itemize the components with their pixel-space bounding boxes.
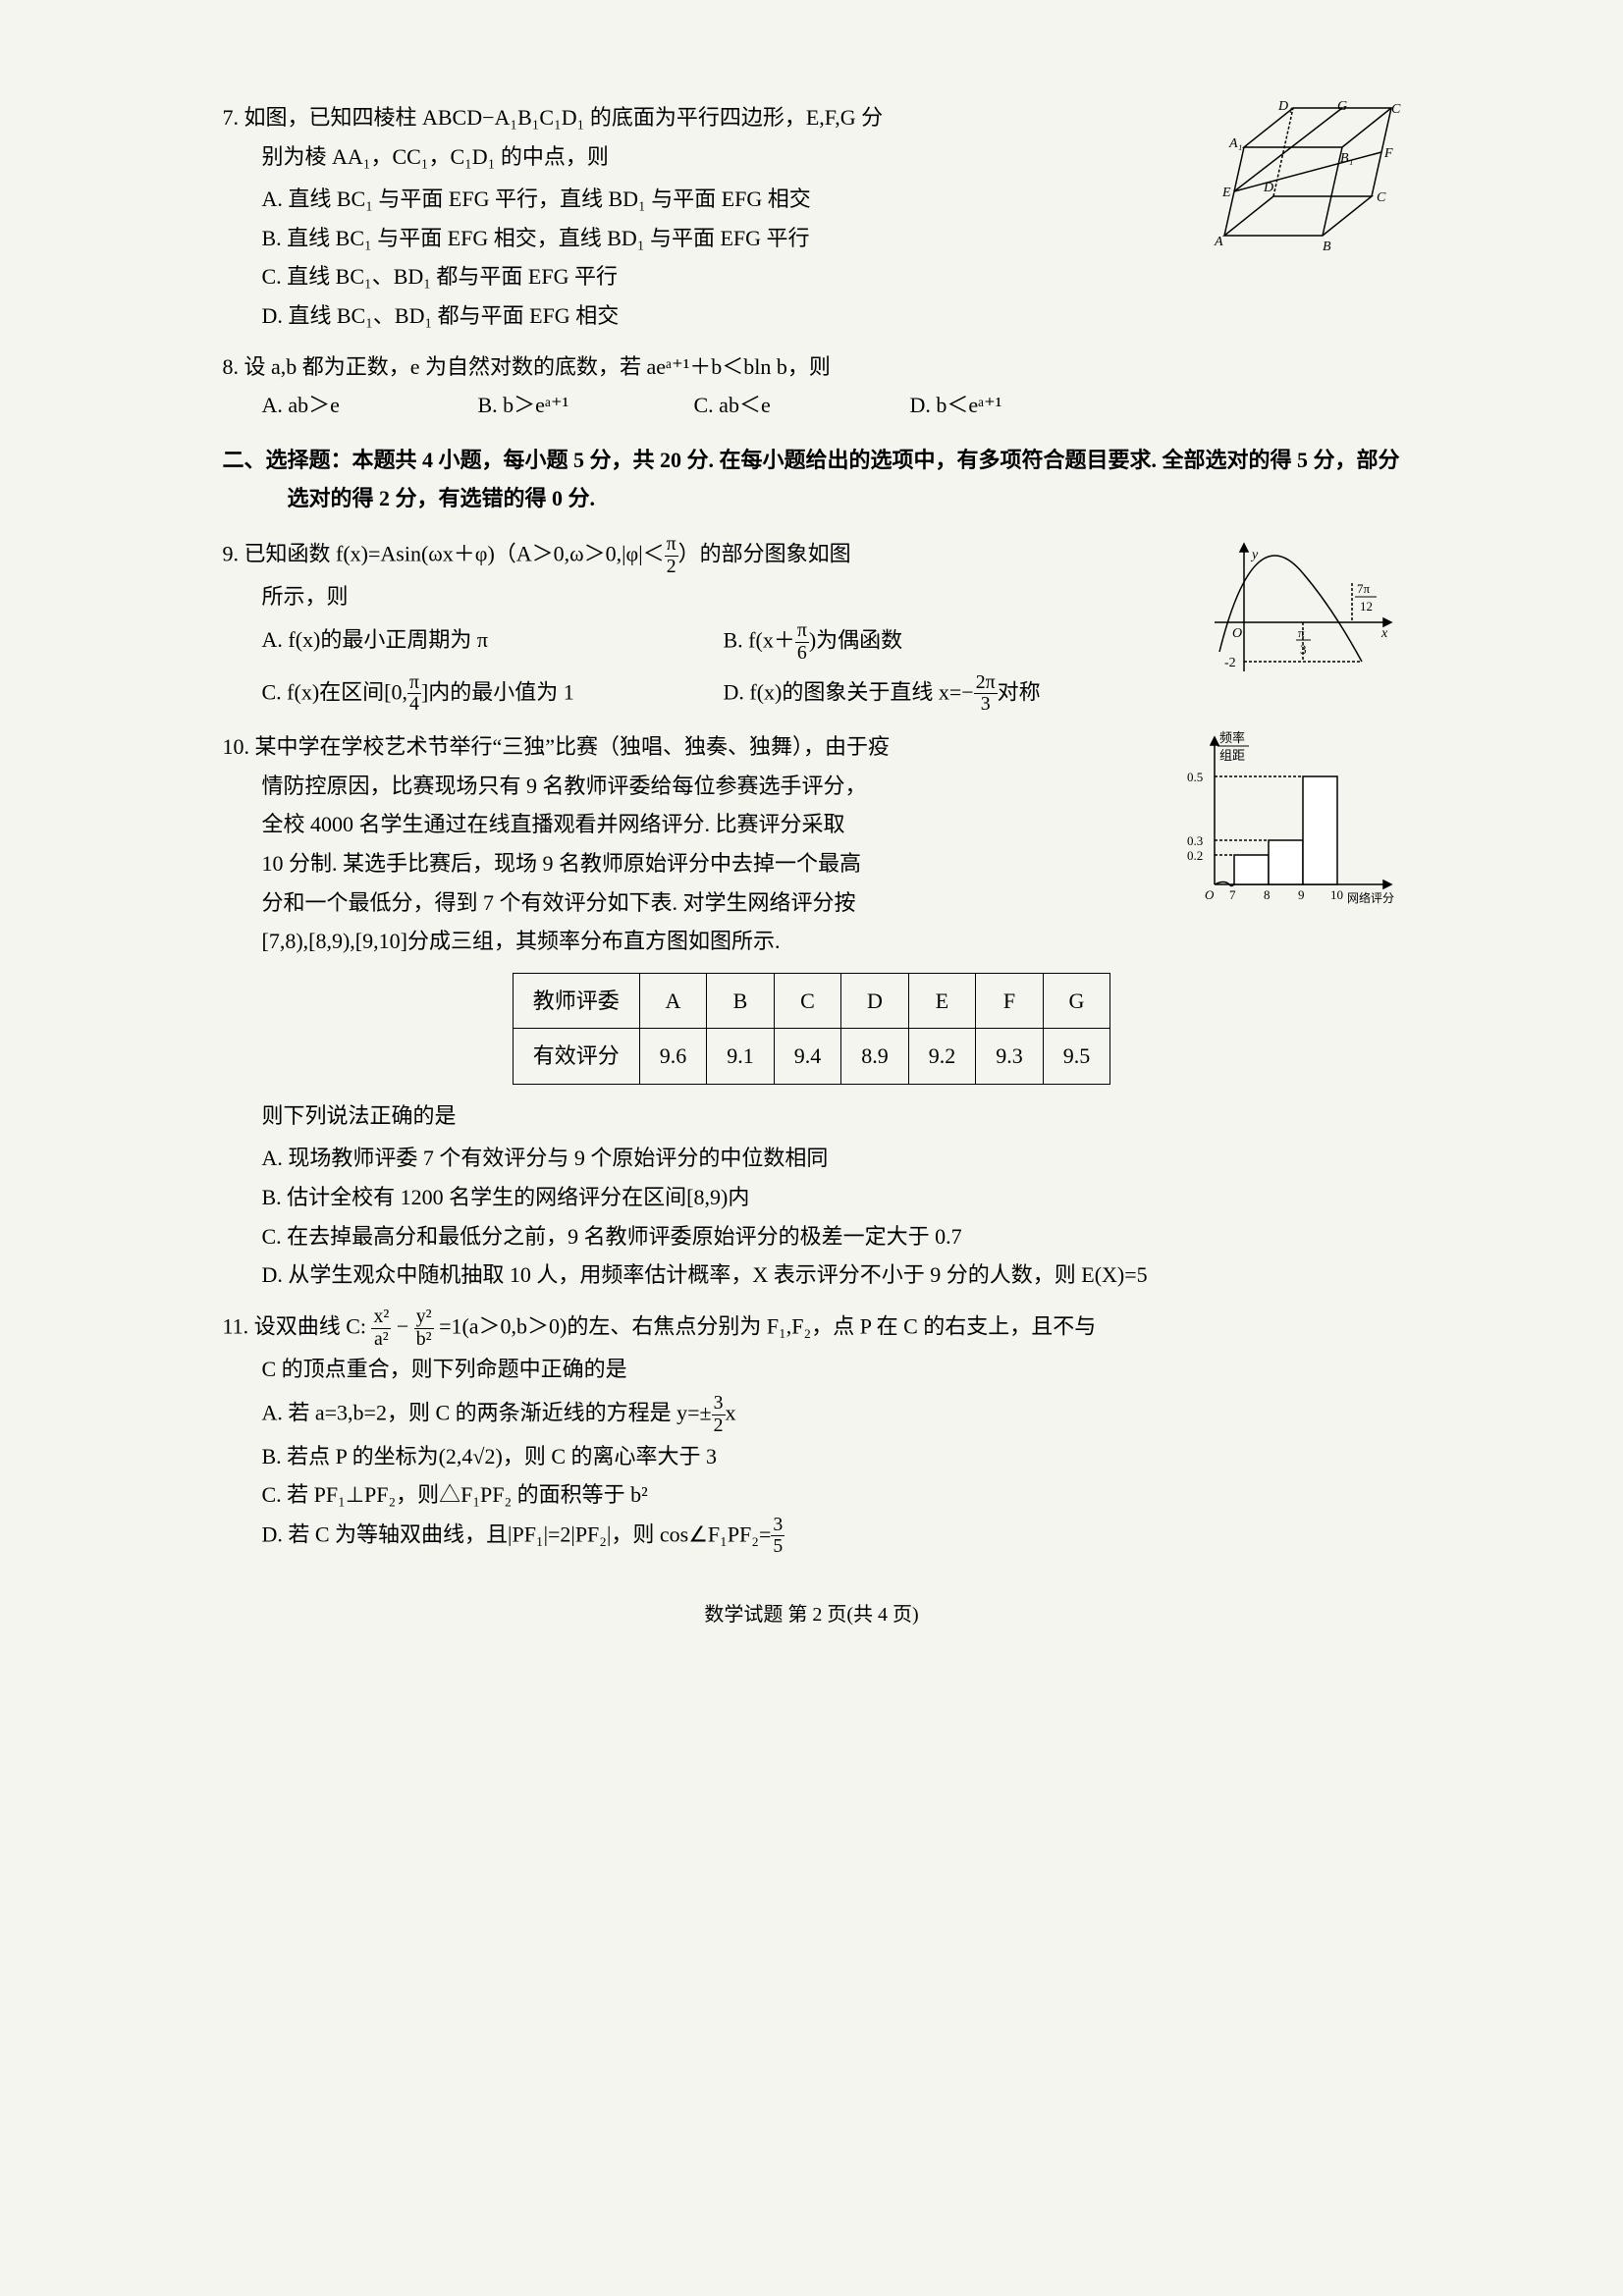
q10-number: 10. [223, 734, 250, 759]
question-11: 11. 设双曲线 C: x²a² − y²b² =1(a＞0,b＞0)的左、右焦… [223, 1307, 1401, 1558]
svg-text:A: A [1214, 235, 1223, 249]
q9-number: 9. [223, 541, 240, 565]
question-7: A B C D A₁ B₁ C₁ D₁ E F G 7. 如图，已知四棱柱 AB… [223, 98, 1401, 336]
svg-text:y: y [1250, 548, 1259, 562]
svg-text:C: C [1377, 190, 1386, 205]
q8-optB: B. b＞eᵃ⁺¹ [478, 386, 635, 425]
q11-optA: A. 若 a=3,b=2，则 C 的两条渐近线的方程是 y=±32x [262, 1393, 1401, 1437]
q9-optD: D. f(x)的图象关于直线 x=−2π3对称 [724, 672, 1185, 717]
q9-text1: 已知函数 f(x)=Asin(ωx＋φ)（A＞0,ω＞0,|φ|＜ [244, 541, 665, 565]
svg-text:O: O [1205, 887, 1215, 902]
q10-text4: 10 分制. 某选手比赛后，现场 9 名教师原始评分中去掉一个最高 [223, 851, 862, 876]
q8-number: 8. [223, 354, 240, 379]
q11-text1-mid: =1(a＞0,b＞0)的左、右焦点分别为 F₁,F₂，点 P 在 C 的右支上，… [439, 1313, 1096, 1338]
q11-optB: B. 若点 P 的坐标为(2,4√2)，则 C 的离心率大于 3 [262, 1437, 1401, 1476]
svg-text:F: F [1383, 146, 1393, 161]
q9-figure: y x O -2 7π 12 π 3 [1205, 534, 1401, 694]
q11-optD: D. 若 C 为等轴双曲线，且|PF₁|=2|PF₂|，则 cos∠F₁PF₂=… [262, 1515, 1401, 1559]
question-10: 0.5 0.3 0.2 7 8 9 10 网络评分 O 频率 组距 10. 某中… [223, 727, 1401, 1295]
q7-figure: A B C D A₁ B₁ C₁ D₁ E F G [1185, 98, 1401, 268]
svg-text:D₁: D₁ [1277, 99, 1293, 114]
svg-text:频率: 频率 [1219, 730, 1245, 745]
q8-options: A. ab＞e B. b＞eᵃ⁺¹ C. ab＜e D. b＜eᵃ⁺¹ [262, 386, 1401, 425]
q7-optB: B. 直线 BC₁ 与平面 EFG 相交，直线 BD₁ 与平面 EFG 平行 [262, 219, 1165, 258]
q10-optA: A. 现场教师评委 7 个有效评分与 9 个原始评分的中位数相同 [262, 1139, 1401, 1178]
q9-text1b: ）的部分图象如图 [678, 541, 851, 565]
svg-text:3: 3 [1300, 642, 1307, 657]
q10-text2: 情防控原因，比赛现场只有 9 名教师评委给每位参赛选手评分， [223, 774, 867, 798]
svg-text:π: π [1298, 625, 1305, 640]
q9-text2: 所示，则 [223, 584, 349, 609]
svg-text:8: 8 [1264, 887, 1271, 902]
q10-optD: D. 从学生观众中随机抽取 10 人，用频率估计概率，X 表示评分不小于 9 分… [262, 1255, 1401, 1295]
q11-text2: C 的顶点重合，则下列命题中正确的是 [223, 1357, 627, 1381]
svg-text:0.2: 0.2 [1187, 848, 1203, 863]
q9-options: A. f(x)的最小正周期为 π B. f(x＋π6)为偶函数 C. f(x)在… [262, 620, 1185, 716]
q11-number: 11. [223, 1313, 249, 1338]
q7-text2: 别为棱 AA₁，CC₁，C₁D₁ 的中点，则 [223, 144, 609, 169]
q10-text5: 分和一个最低分，得到 7 个有效评分如下表. 对学生网络评分按 [223, 890, 856, 915]
q7-optC: C. 直线 BC₁、BD₁ 都与平面 EFG 平行 [262, 257, 1165, 296]
question-8: 8. 设 a,b 都为正数，e 为自然对数的底数，若 aeᵃ⁺¹＋b＜bln b… [223, 347, 1401, 425]
q11-optC: C. 若 PF₁⊥PF₂，则△F₁PF₂ 的面积等于 b² [262, 1475, 1401, 1515]
table-header: 教师评委 [513, 973, 639, 1029]
page-footer: 数学试题 第 2 页(共 4 页) [223, 1597, 1401, 1632]
q10-text1: 某中学在学校艺术节举行“三独”比赛（独唱、独奏、独舞），由于疫 [255, 734, 891, 759]
q8-optC: C. ab＜e [694, 386, 851, 425]
svg-text:10: 10 [1330, 887, 1343, 902]
svg-text:B₁: B₁ [1340, 151, 1353, 166]
svg-text:组距: 组距 [1219, 748, 1245, 763]
q8-optD: D. b＜eᵃ⁺¹ [910, 386, 1067, 425]
svg-text:G: G [1337, 99, 1347, 114]
q9-optA: A. f(x)的最小正周期为 π [262, 620, 724, 665]
svg-text:0.3: 0.3 [1187, 833, 1203, 848]
q11-text1-pre: 设双曲线 C: [254, 1313, 366, 1338]
section-2-header: 二、选择题：本题共 4 小题，每小题 5 分，共 20 分. 在每小题给出的选项… [223, 441, 1401, 518]
q9-optC: C. f(x)在区间[0,π4]内的最小值为 1 [262, 672, 724, 717]
q10-text-after: 则下列说法正确的是 [223, 1096, 1401, 1136]
q7-optD: D. 直线 BC₁、BD₁ 都与平面 EFG 相交 [262, 296, 1165, 336]
q7-optA: A. 直线 BC₁ 与平面 EFG 平行，直线 BD₁ 与平面 EFG 相交 [262, 180, 1165, 219]
svg-text:7: 7 [1229, 887, 1236, 902]
svg-text:D: D [1263, 181, 1273, 195]
svg-text:B: B [1323, 240, 1331, 254]
table-row: 教师评委 A B C D E F G [513, 973, 1110, 1029]
q10-optB: B. 估计全校有 1200 名学生的网络评分在区间[8,9)内 [262, 1178, 1401, 1217]
table-header: 有效评分 [513, 1029, 639, 1085]
svg-text:A₁: A₁ [1228, 136, 1242, 151]
table-row: 有效评分 9.6 9.1 9.4 8.9 9.2 9.3 9.5 [513, 1029, 1110, 1085]
question-9: y x O -2 7π 12 π 3 9. 已知函数 f(x)=Asin(ωx＋… [223, 534, 1401, 716]
svg-text:网络评分: 网络评分 [1347, 890, 1394, 905]
q7-options: A. 直线 BC₁ 与平面 EFG 平行，直线 BD₁ 与平面 EFG 相交 B… [262, 180, 1165, 335]
svg-text:9: 9 [1298, 887, 1305, 902]
q10-text3: 全校 4000 名学生通过在线直播观看并网络评分. 比赛评分采取 [223, 812, 845, 836]
q8-text: 设 a,b 都为正数，e 为自然对数的底数，若 aeᵃ⁺¹＋b＜bln b，则 [244, 354, 831, 379]
q10-optC: C. 在去掉最高分和最低分之前，9 名教师评委原始评分的极差一定大于 0.7 [262, 1217, 1401, 1256]
svg-text:12: 12 [1360, 599, 1373, 614]
svg-text:0.5: 0.5 [1187, 770, 1203, 784]
q10-histogram: 0.5 0.3 0.2 7 8 9 10 网络评分 O 频率 组距 [1175, 727, 1401, 927]
svg-text:O: O [1232, 626, 1242, 641]
svg-text:C₁: C₁ [1391, 102, 1401, 117]
q10-options: A. 现场教师评委 7 个有效评分与 9 个原始评分的中位数相同 B. 估计全校… [262, 1139, 1401, 1294]
q10-text6: [7,8),[8,9),[9,10]分成三组，其频率分布直方图如图所示. [223, 929, 781, 953]
svg-text:E: E [1221, 186, 1231, 200]
q10-table: 教师评委 A B C D E F G 有效评分 9.6 9.1 9.4 8.9 … [513, 973, 1111, 1085]
svg-text:-2: -2 [1224, 656, 1236, 670]
q8-optA: A. ab＞e [262, 386, 419, 425]
q7-number: 7. [223, 105, 240, 130]
q11-options: A. 若 a=3,b=2，则 C 的两条渐近线的方程是 y=±32x B. 若点… [262, 1393, 1401, 1558]
svg-text:x: x [1380, 626, 1388, 641]
svg-text:7π: 7π [1357, 581, 1371, 596]
q7-text1: 如图，已知四棱柱 ABCD−A₁B₁C₁D₁ 的底面为平行四边形，E,F,G 分 [244, 105, 884, 130]
q9-optB: B. f(x＋π6)为偶函数 [724, 620, 1185, 665]
